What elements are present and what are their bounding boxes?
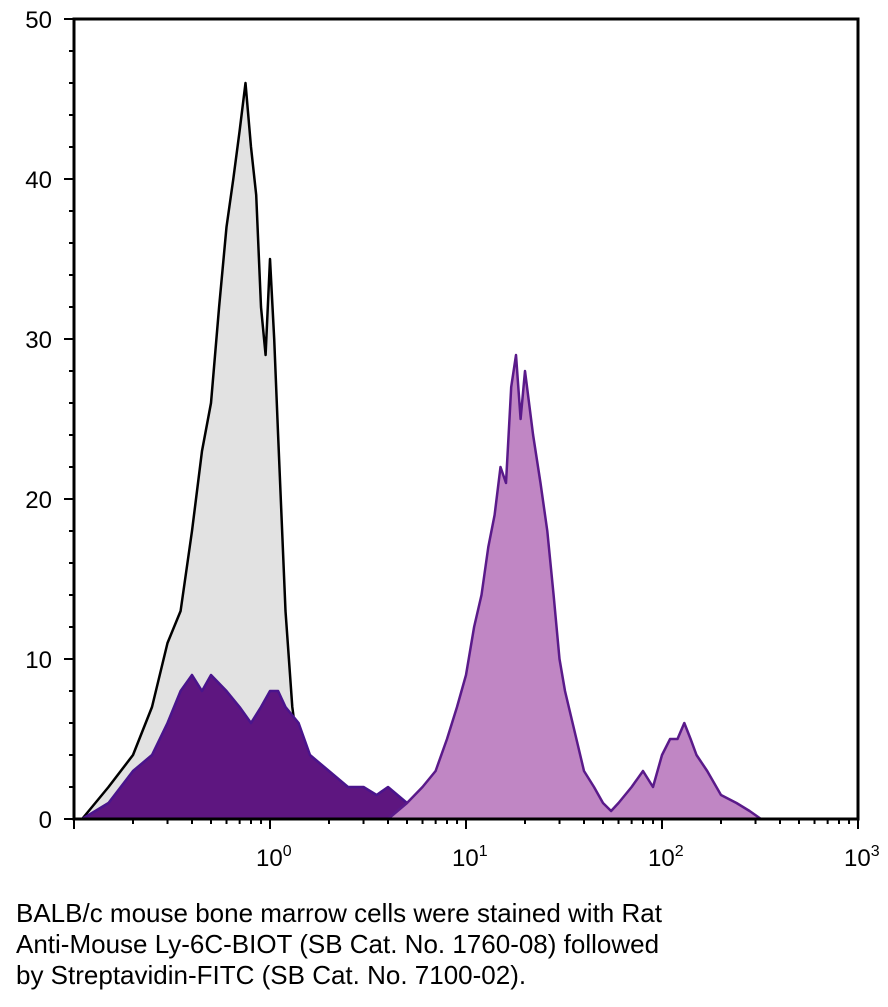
x-tick-label: 100 <box>256 843 292 872</box>
series-2-line <box>81 673 437 821</box>
series-2-area <box>82 675 436 819</box>
figure-caption: BALB/c mouse bone marrow cells were stai… <box>16 898 876 991</box>
x-tick-label: 101 <box>452 843 488 872</box>
caption-line-1: BALB/c mouse bone marrow cells were stai… <box>16 898 662 928</box>
y-tick-label: 30 <box>25 327 52 354</box>
caption-line-2: Anti-Mouse Ly-6C-BIOT (SB Cat. No. 1760-… <box>16 929 660 959</box>
x-tick-label: 102 <box>648 843 684 872</box>
y-tick-label: 40 <box>25 167 52 194</box>
y-tick-label: 50 <box>25 7 52 34</box>
histogram-chart: 0 10 20 30 40 50 100 101 102 103 <box>25 7 880 872</box>
y-tick-label: 20 <box>25 487 52 514</box>
x-tick-label: 103 <box>844 843 880 872</box>
y-tick-label: 10 <box>25 647 52 674</box>
y-tick-label: 0 <box>39 807 52 834</box>
series-3-line <box>387 353 762 821</box>
caption-line-3: by Streptavidin-FITC (SB Cat. No. 7100-0… <box>16 960 527 990</box>
series-1-area <box>82 83 329 819</box>
y-axis: 0 10 20 30 40 50 <box>25 7 74 834</box>
series-3-area <box>388 355 761 819</box>
histogram-series <box>81 81 762 821</box>
x-axis: 100 101 102 103 <box>73 819 880 872</box>
